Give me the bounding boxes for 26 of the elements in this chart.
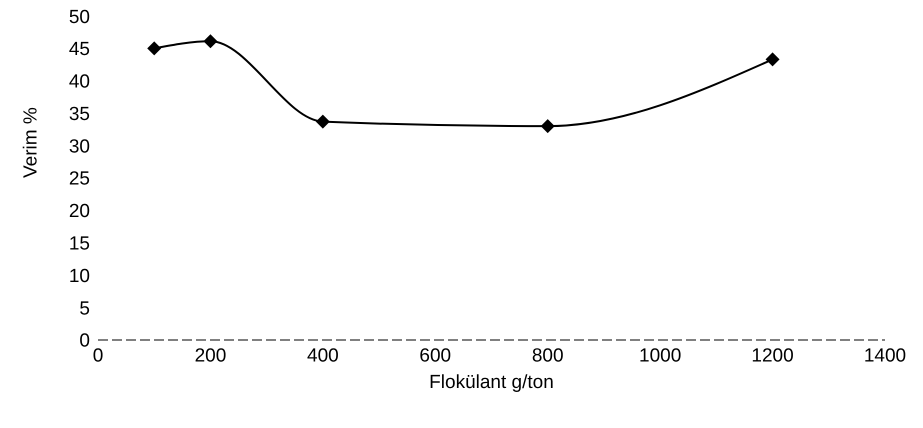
x-tick-label: 400 <box>307 345 339 366</box>
y-tick-label: 0 <box>79 330 90 352</box>
x-tick-label: 1000 <box>639 345 682 366</box>
point <box>203 34 218 48</box>
point <box>147 41 162 56</box>
x-tick-label: 600 <box>419 345 452 366</box>
y-tick-label: 30 <box>68 136 90 158</box>
x-tick-label: 1400 <box>864 345 906 366</box>
y-tick-label: 15 <box>68 234 90 255</box>
point <box>316 114 330 129</box>
x-tick-label: 200 <box>194 345 226 366</box>
point <box>540 119 555 134</box>
y-tick-label: 20 <box>68 201 90 222</box>
x-tick-label: 0 <box>92 345 104 366</box>
y-tick-label: 50 <box>68 6 90 28</box>
point <box>766 52 780 66</box>
y-axis-title: Verim % <box>20 107 42 178</box>
x-tick-label: 1200 <box>751 345 794 366</box>
y-tick-label: 45 <box>68 39 90 60</box>
x-tick-label: 800 <box>532 345 564 366</box>
y-tick-label: 5 <box>79 298 90 320</box>
y-tick-label: 10 <box>68 266 90 287</box>
y-tick-label: 25 <box>68 168 90 190</box>
y-tick-label: 40 <box>68 72 90 93</box>
y-tick-label: 35 <box>68 104 90 125</box>
x-axis-title: Flokülant g/ton <box>429 372 554 393</box>
